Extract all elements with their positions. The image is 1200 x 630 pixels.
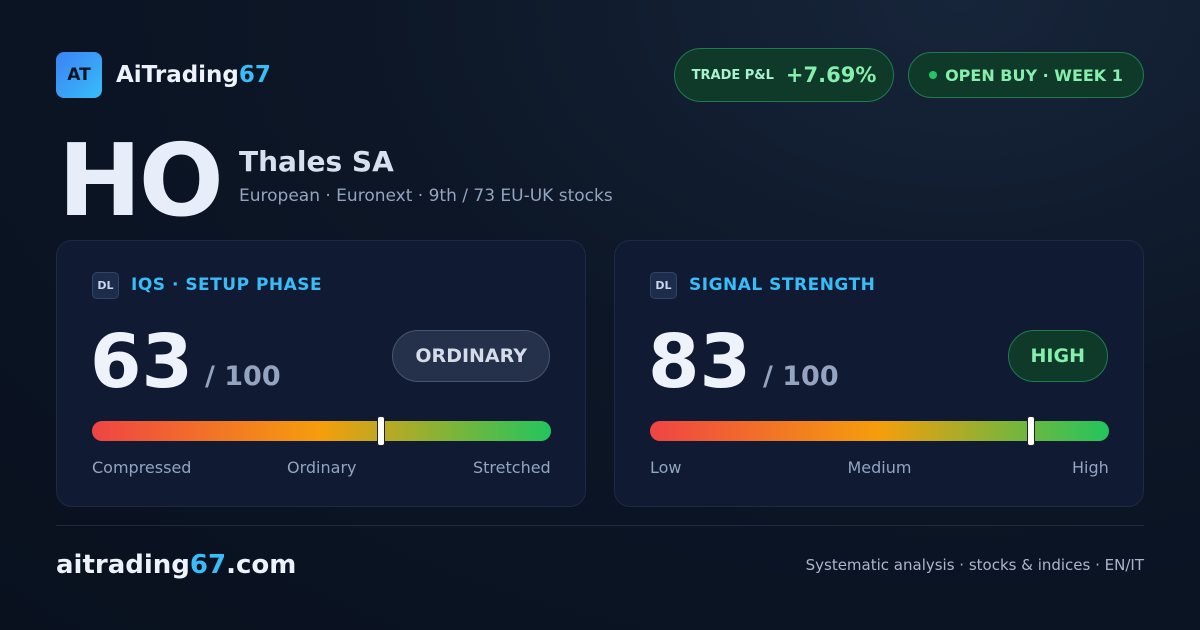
card-title: IQS · SETUP PHASE: [131, 275, 323, 295]
domain-tld: .com: [226, 550, 297, 580]
score: 63: [90, 319, 193, 405]
pnl-pill: TRADE P&L +7.69%: [674, 48, 894, 102]
score-max: / 100: [205, 361, 281, 392]
card-title: SIGNAL STRENGTH: [689, 275, 876, 295]
score: 83: [648, 319, 751, 405]
scale-label: Compressed: [92, 458, 192, 477]
card: DL IQS · SETUP PHASE 63 / 100 ORDINARY Compre…: [56, 240, 586, 507]
brand-accent: 67: [238, 62, 271, 88]
card-icon: DL: [92, 272, 119, 299]
gauge-marker: [1026, 416, 1035, 446]
scale-label: Ordinary: [287, 458, 357, 477]
domain: aitrading67.com: [56, 550, 296, 580]
card-icon: DL: [650, 272, 677, 299]
brand: AiTrading67: [116, 62, 271, 88]
divider: [56, 525, 1144, 526]
brand-main: AiTrading: [116, 62, 239, 88]
scale-label: Low: [650, 458, 682, 477]
domain-main: aitrading: [56, 550, 190, 580]
stock-subtitle: European · Euronext · 9th / 73 EU-UK sto…: [239, 186, 613, 206]
score-max: / 100: [763, 361, 839, 392]
pnl-value: +7.69%: [785, 63, 877, 87]
gauge-bar: [92, 416, 551, 446]
status-pill: OPEN BUY · WEEK 1: [908, 52, 1144, 98]
badge: ORDINARY: [392, 330, 550, 382]
gauge-bar: [650, 416, 1109, 446]
ticker: HO: [58, 122, 224, 239]
pnl-label: TRADE P&L: [691, 67, 774, 83]
card: DL SIGNAL STRENGTH 83 / 100 HIGH Low Medium Hig…: [614, 240, 1144, 507]
status-text: OPEN BUY · WEEK 1: [945, 65, 1123, 85]
tagline: Systematic analysis · stocks & indices ·…: [805, 556, 1144, 574]
badge: HIGH: [1007, 330, 1108, 382]
scale-label: High: [1072, 458, 1109, 477]
domain-accent: 67: [189, 550, 227, 580]
scale-label: Stretched: [473, 458, 551, 477]
logo: AT: [56, 52, 102, 98]
scale-label: Medium: [847, 458, 912, 477]
gauge-marker: [377, 416, 386, 446]
status-dot: [929, 71, 938, 79]
stock-name: Thales SA: [239, 145, 394, 178]
